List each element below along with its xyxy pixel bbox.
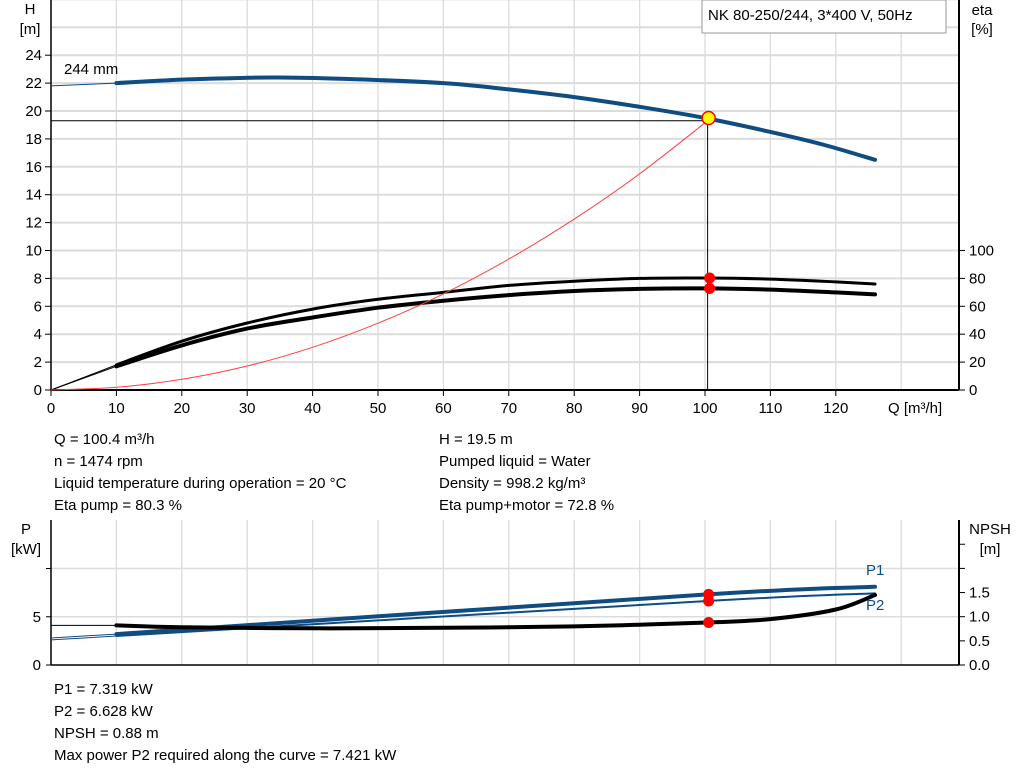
y-axis-unit-left: [kW] — [11, 541, 41, 558]
x-axis-label: Q [m³/h] — [888, 400, 942, 417]
eta-tick-label: 80 — [969, 270, 986, 287]
x-tick-label: 20 — [173, 400, 190, 417]
head-curve-extrapolated — [50, 82, 117, 87]
y-axis-unit-right: [%] — [971, 21, 993, 38]
info-eta-pump: Eta pump = 80.3 % — [54, 497, 182, 514]
info-n: n = 1474 rpm — [54, 453, 143, 470]
p2-curve-extrapolated — [50, 635, 117, 641]
y-axis-unit-left: [m] — [20, 21, 41, 38]
npsh-curve — [114, 593, 877, 631]
x-tick-label: 100 — [692, 400, 717, 417]
curve-label: 244 mm — [64, 61, 118, 78]
y-tick-label: 16 — [25, 159, 42, 176]
y-axis-label-right: eta — [972, 2, 994, 19]
info-temp: Liquid temperature during operation = 20… — [54, 475, 347, 492]
x-tick-label: 40 — [304, 400, 321, 417]
x-tick-label: 0 — [47, 400, 55, 417]
eta-tick-label: 40 — [969, 326, 986, 343]
y-tick-label: 8 — [34, 270, 42, 287]
x-tick-label: 30 — [239, 400, 256, 417]
y-tick-label: 24 — [25, 47, 42, 64]
y-tick-label: 18 — [25, 131, 42, 148]
npsh-tick-label: 0.5 — [969, 633, 990, 650]
p1-curve-extrapolated — [50, 633, 117, 639]
p1-label: P1 — [866, 562, 884, 579]
eta-total-marker — [704, 282, 716, 294]
npsh-tick-label: 1.0 — [969, 609, 990, 626]
y-tick-label: 12 — [25, 215, 42, 232]
info-p1: P1 = 7.319 kW — [54, 681, 153, 698]
info-eta-total: Eta pump+motor = 72.8 % — [439, 497, 615, 514]
info-bottom: P1 = 7.319 kW P2 = 6.628 kW NPSH = 0.88 … — [54, 679, 396, 767]
info-max-p2: Max power P2 required along the curve = … — [54, 747, 397, 764]
y-axis-unit-right: [m] — [980, 541, 1001, 558]
x-tick-label: 90 — [631, 400, 648, 417]
info-q: Q = 100.4 m³/h — [54, 431, 155, 448]
info-p2: P2 = 6.628 kW — [54, 703, 153, 720]
p2-marker — [703, 595, 715, 607]
y-tick-label: 10 — [25, 243, 42, 260]
eta_total-curve-extrapolated — [50, 365, 117, 391]
eta_total-curve — [114, 286, 877, 369]
x-tick-label: 60 — [435, 400, 452, 417]
npsh-tick-label: 1.5 — [969, 585, 990, 602]
x-tick-label: 50 — [370, 400, 387, 417]
y-tick-label: 14 — [25, 187, 42, 204]
head-curve — [114, 75, 877, 162]
eta_pump-curve — [114, 276, 877, 367]
eta-tick-label: 20 — [969, 354, 986, 371]
info-h: H = 19.5 m — [439, 431, 513, 448]
info-density: Density = 998.2 kg/m³ — [439, 475, 586, 492]
system-curve — [50, 120, 708, 391]
x-tick-label: 10 — [108, 400, 125, 417]
x-tick-label: 80 — [566, 400, 583, 417]
eta-tick-label: 100 — [969, 243, 994, 260]
y-tick-label: 20 — [25, 103, 42, 120]
title-box — [701, 0, 947, 34]
info-top-left: Q = 100.4 m³/h n = 1474 rpm Liquid tempe… — [54, 429, 346, 517]
y-axis-label-left: H — [25, 1, 36, 18]
x-tick-label: 120 — [823, 400, 848, 417]
chart-title: NK 80-250/244, 3*400 V, 50Hz — [708, 7, 913, 24]
y-tick-label: 22 — [25, 75, 42, 92]
y-axis-label-right: NPSH — [969, 521, 1011, 538]
info-liquid: Pumped liquid = Water — [439, 453, 591, 470]
eta-tick-label: 60 — [969, 298, 986, 315]
x-tick-label: 70 — [500, 400, 517, 417]
info-top-right: H = 19.5 m Pumped liquid = Water Density… — [439, 429, 614, 517]
duty-point-marker — [701, 110, 716, 126]
x-tick-label: 110 — [758, 400, 782, 417]
npsh-marker — [703, 616, 715, 628]
y-tick-label: 2 — [34, 354, 42, 371]
y-axis-label-left: P — [21, 521, 31, 538]
p-tick-label: 0 — [33, 657, 41, 674]
p-tick-label: 5 — [33, 609, 41, 626]
info-npsh: NPSH = 0.88 m — [54, 725, 159, 742]
y-tick-label: 6 — [34, 298, 42, 315]
eta-tick-label: 0 — [969, 382, 977, 399]
y-tick-label: 4 — [34, 326, 42, 343]
eta-pump-marker — [704, 272, 716, 284]
y-tick-label: 0 — [34, 382, 42, 399]
npsh-tick-label: 0.0 — [969, 657, 990, 674]
p2-label: P2 — [866, 597, 884, 614]
